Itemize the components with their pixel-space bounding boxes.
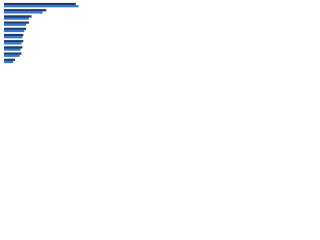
bar bbox=[4, 46, 23, 49]
bar bbox=[4, 23, 27, 26]
bar bbox=[4, 11, 43, 14]
bar bbox=[4, 17, 29, 20]
bar bbox=[4, 36, 23, 39]
bar bbox=[4, 27, 27, 30]
chart bbox=[4, 2, 79, 64]
bar bbox=[4, 60, 14, 64]
bar bbox=[4, 52, 22, 55]
page: {"chart_data": {"type": "bar", "orientat… bbox=[0, 0, 320, 71]
bar bbox=[4, 15, 32, 18]
bar bbox=[4, 54, 20, 57]
bar bbox=[4, 42, 22, 45]
bar bbox=[4, 9, 47, 12]
bar bbox=[4, 21, 29, 24]
bar bbox=[4, 2, 76, 6]
bar bbox=[4, 48, 21, 51]
bar bbox=[4, 33, 24, 37]
bar bbox=[4, 5, 79, 8]
bar bbox=[4, 40, 24, 43]
bar bbox=[4, 58, 16, 61]
bar bbox=[4, 29, 25, 33]
